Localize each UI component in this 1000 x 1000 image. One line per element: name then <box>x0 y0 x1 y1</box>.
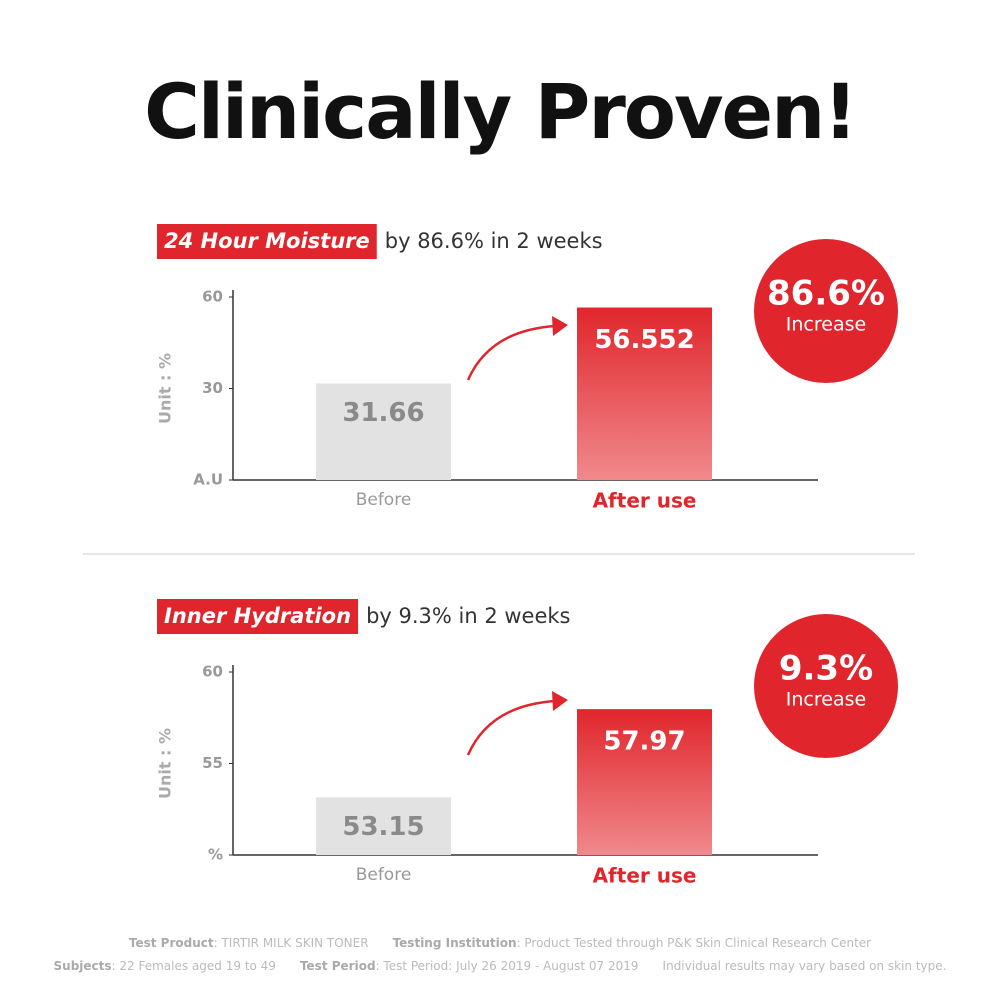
headline-box <box>157 599 359 634</box>
y-axis-label: Unit : % <box>156 728 175 799</box>
value-label: 57.97 <box>603 727 685 757</box>
y-tick-label: 60 <box>202 663 223 681</box>
badge <box>754 614 898 758</box>
arrow <box>466 324 557 381</box>
footer-label: Test Product <box>129 936 214 950</box>
arrow <box>466 699 557 756</box>
bar <box>577 709 712 855</box>
headline-box <box>157 224 377 259</box>
y-tick-label: 55 <box>202 754 223 772</box>
bar <box>577 307 712 480</box>
badge-label: Increase <box>786 689 866 711</box>
bar <box>316 797 451 855</box>
value-label: 53.15 <box>342 812 424 842</box>
footer-label: Subjects <box>54 959 112 973</box>
footer-label: Testing Institution <box>393 936 517 950</box>
badge-value: 9.3% <box>779 649 873 689</box>
headline-label: Inner Hydration <box>164 604 351 628</box>
y-tick-label: 30 <box>202 379 223 397</box>
x-tick-label: Before <box>356 490 412 510</box>
arrow-head <box>552 691 568 711</box>
footer: Test Product: TIRTIR MILK SKIN TONER Tes… <box>54 936 947 973</box>
y-axis-label: Unit : % <box>156 353 175 424</box>
page-title: Clinically Proven! <box>144 67 856 156</box>
footer-line: Test Product: TIRTIR MILK SKIN TONER Tes… <box>129 936 871 950</box>
footer-label: Test Period <box>300 959 376 973</box>
y-tick-label: 60 <box>202 288 223 306</box>
badge-value: 86.6% <box>767 274 885 314</box>
x-tick-label: After use <box>593 489 697 513</box>
bar <box>316 383 451 480</box>
footer-text: : Test Period: July 26 2019 - August 07 … <box>376 959 639 973</box>
footer-text: : TIRTIR MILK SKIN TONER <box>214 936 369 950</box>
badge <box>754 239 898 383</box>
y-tick-label: A.U <box>193 471 223 489</box>
value-label: 31.66 <box>342 398 424 428</box>
footer-text: Individual results may vary based on ski… <box>663 959 947 973</box>
headline-label: 24 Hour Moisture <box>164 229 370 253</box>
footer-text: : Product Tested through P&K Skin Clinic… <box>517 936 872 950</box>
headline-text: by 86.6% in 2 weeks <box>385 229 603 253</box>
footer-text: : 22 Females aged 19 to 49 <box>112 959 276 973</box>
badge-label: Increase <box>786 314 866 336</box>
x-tick-label: After use <box>593 864 697 888</box>
y-tick-label: % <box>208 846 223 864</box>
footer-line: Subjects: 22 Females aged 19 to 49 Test … <box>54 959 947 973</box>
value-label: 56.552 <box>594 325 694 355</box>
arrow-head <box>552 316 568 336</box>
headline-text: by 9.3% in 2 weeks <box>366 604 570 628</box>
x-tick-label: Before <box>356 865 412 885</box>
